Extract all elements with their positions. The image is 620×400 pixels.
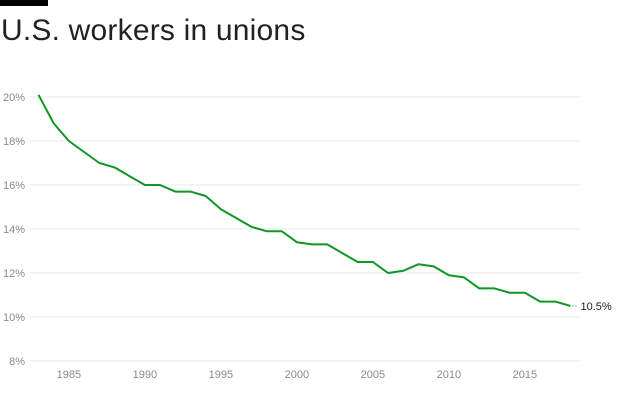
y-tick-label: 14% — [3, 224, 25, 236]
x-axis-ticks: 1985 1990 1995 2000 2005 2010 2015 — [57, 369, 537, 381]
y-tick-label: 18% — [3, 136, 25, 148]
y-tick-label: 10% — [3, 312, 25, 324]
x-tick-label: 1995 — [209, 369, 233, 381]
x-tick-label: 1990 — [133, 369, 157, 381]
end-value-label: 10.5% — [581, 301, 612, 313]
x-tick-label: 2000 — [285, 369, 309, 381]
x-tick-label: 2005 — [361, 369, 385, 381]
x-tick-label: 2010 — [437, 369, 461, 381]
y-tick-label: 8% — [9, 356, 25, 368]
gridlines — [29, 96, 580, 362]
y-tick-label: 16% — [3, 180, 25, 192]
x-tick-label: 2015 — [513, 369, 537, 381]
chart-title: U.S. workers in unions — [1, 14, 306, 47]
x-tick-label: 1985 — [57, 369, 81, 381]
y-axis-ticks: 20% 18% 16% 14% 12% 10% 8% — [3, 92, 25, 368]
y-tick-label: 12% — [3, 268, 25, 280]
brand-top-bar — [0, 0, 48, 6]
y-tick-label: 20% — [3, 92, 25, 104]
union-rate-line — [37, 94, 571, 307]
